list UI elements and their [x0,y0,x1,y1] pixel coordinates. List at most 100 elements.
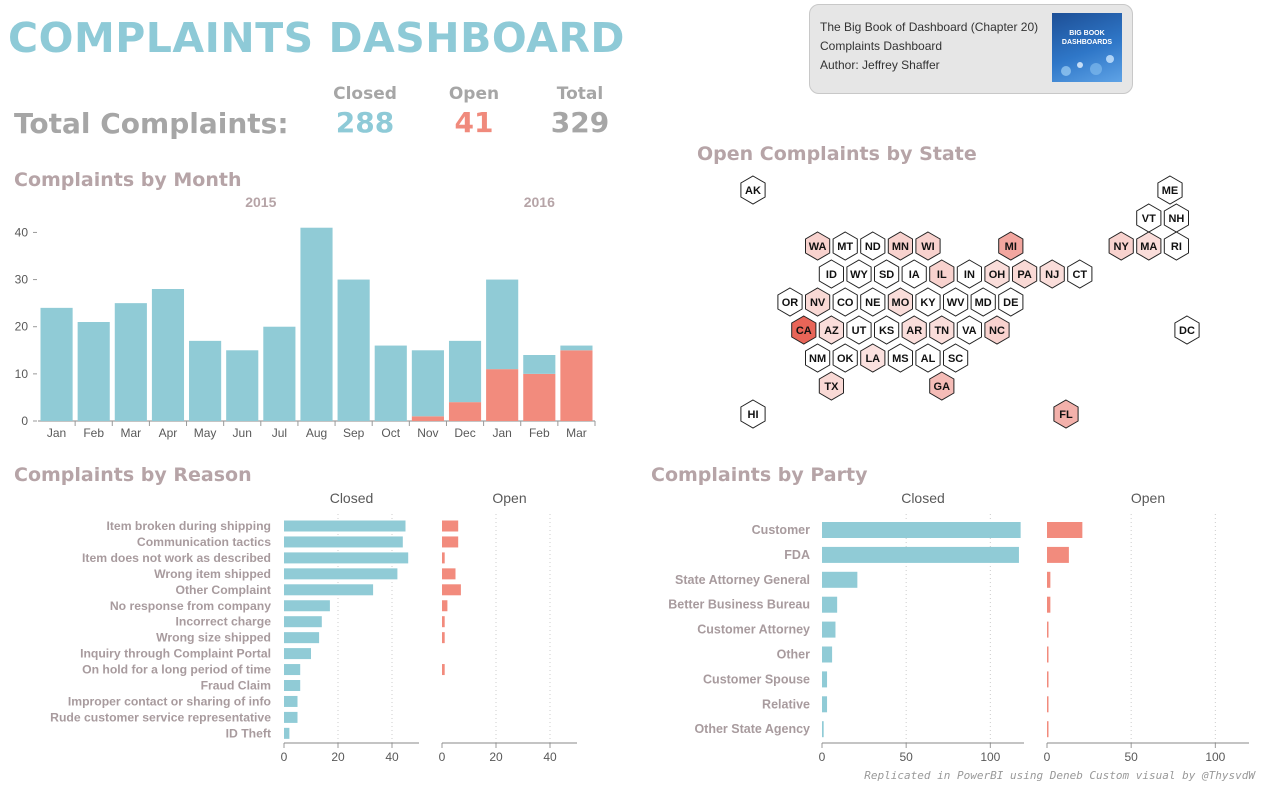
state-hex-oh [984,259,1010,289]
state-hex-sc [943,343,969,373]
state-hex-me [1157,175,1183,205]
bar-closed [523,355,556,374]
category-label: Relative [762,697,810,711]
state-label-ms: MS [892,353,909,365]
state-hex-ne [860,287,886,317]
category-label: Other [777,648,810,662]
state-hex-ky [915,287,941,317]
state-hex-nm [805,343,831,373]
bar-open [1047,621,1049,638]
bar-closed [226,350,259,421]
category-label: Incorrect charge [175,615,271,629]
state-label-ma: MA [1140,241,1157,253]
y-tick-label: 20 [15,320,29,334]
state-label-wa: WA [809,241,827,253]
kpi-open-header: Open [448,84,500,104]
state-hex-al [915,343,941,373]
year-label: 2015 [245,194,276,210]
state-hex-mo [887,287,913,317]
state-label-fl: FL [1059,409,1073,421]
state-hex-il [929,259,955,289]
state-label-in: IN [964,269,975,281]
state-hex-ia [901,259,927,289]
category-label: Rude customer service representative [50,710,271,724]
state-label-nv: NV [810,297,826,309]
state-hex-nj [1039,259,1065,289]
bar-closed [822,522,1021,538]
bar-open [442,552,445,564]
bar-closed [284,520,406,532]
bar-closed [284,695,298,707]
party-chart: Customer FDA State Attorney General Better … [668,490,1249,764]
state-label-de: DE [1003,297,1018,309]
category-label: State Attorney General [675,573,810,587]
x-tick-label: 50 [899,750,913,764]
state-label-va: VA [962,325,977,337]
state-hex-la [860,343,886,373]
state-hex-wy [846,259,872,289]
x-tick-label: 40 [543,750,557,764]
x-tick-label: 0 [281,750,288,764]
bar-open [1047,596,1051,613]
category-label: Customer [752,523,810,537]
bar-closed [822,696,828,713]
state-hex-co [832,287,858,317]
x-tick-label: Jun [233,426,252,440]
category-label: Customer Spouse [703,672,810,686]
state-hex-map: AK ME VT NH WA MT ND MN WI MI NY MA RI ID WY SD IA IL IN OH… [740,175,1200,429]
state-hex-tn [929,315,955,345]
state-label-ne: NE [865,297,880,309]
bar-open [442,600,448,612]
bar-closed [448,340,482,403]
bar-closed [263,326,296,421]
bar-closed [284,616,322,628]
bar-open [442,568,456,580]
bar-open [442,584,461,596]
state-hex-in [956,259,982,289]
bar-open [442,616,445,628]
category-label: Item does not work as described [82,551,271,565]
x-tick-label: Feb [529,426,550,440]
state-hex-dc [1174,315,1200,345]
bar-open [1047,546,1069,563]
state-hex-ok [832,343,858,373]
bar-open [1047,522,1083,538]
book-cover-line-1: BIG BOOK [1069,30,1105,37]
state-label-mo: MO [892,297,910,309]
category-label: Customer Attorney [697,623,810,637]
state-label-oh: OH [989,269,1006,281]
reason-chart: Item broken during shipping Communication… [50,490,577,764]
bar-open [448,402,482,421]
y-tick-label: 30 [15,273,29,287]
state-hex-ks [874,315,900,345]
state-label-az: AZ [824,325,839,337]
state-label-mn: MN [892,241,909,253]
bar-closed [822,621,836,638]
category-label: Fraud Claim [201,679,272,693]
x-tick-label: Mar [566,426,587,440]
category-label: Item broken during shipping [106,519,271,533]
category-label: Inquiry through Complaint Portal [80,647,271,661]
x-tick-label: 0 [439,750,446,764]
bar-open [486,369,519,421]
category-label: Wrong size shipped [156,631,271,645]
monthly-chart: 0 10 20 30 40 Jan Feb Mar Apr May Jun Jul Aug Sep Oct N… [15,194,596,440]
state-label-nd: ND [865,241,881,253]
bar-closed [284,664,301,676]
x-tick-label: Sep [343,426,365,440]
state-label-tn: TN [934,325,949,337]
bar-closed [151,289,185,421]
bar-open [1047,721,1049,738]
state-hex-ma [1136,231,1162,261]
state-label-mt: MT [837,241,853,253]
x-tick-label: 20 [489,750,503,764]
state-hex-nc [984,315,1010,345]
year-label: 2016 [524,194,555,210]
state-hex-id [818,259,844,289]
bar-closed [822,646,833,663]
bar-closed [189,340,222,421]
state-label-ut: UT [852,325,867,337]
state-hex-hi [740,399,766,429]
state-label-hi: HI [748,409,759,421]
bar-closed [284,552,409,564]
